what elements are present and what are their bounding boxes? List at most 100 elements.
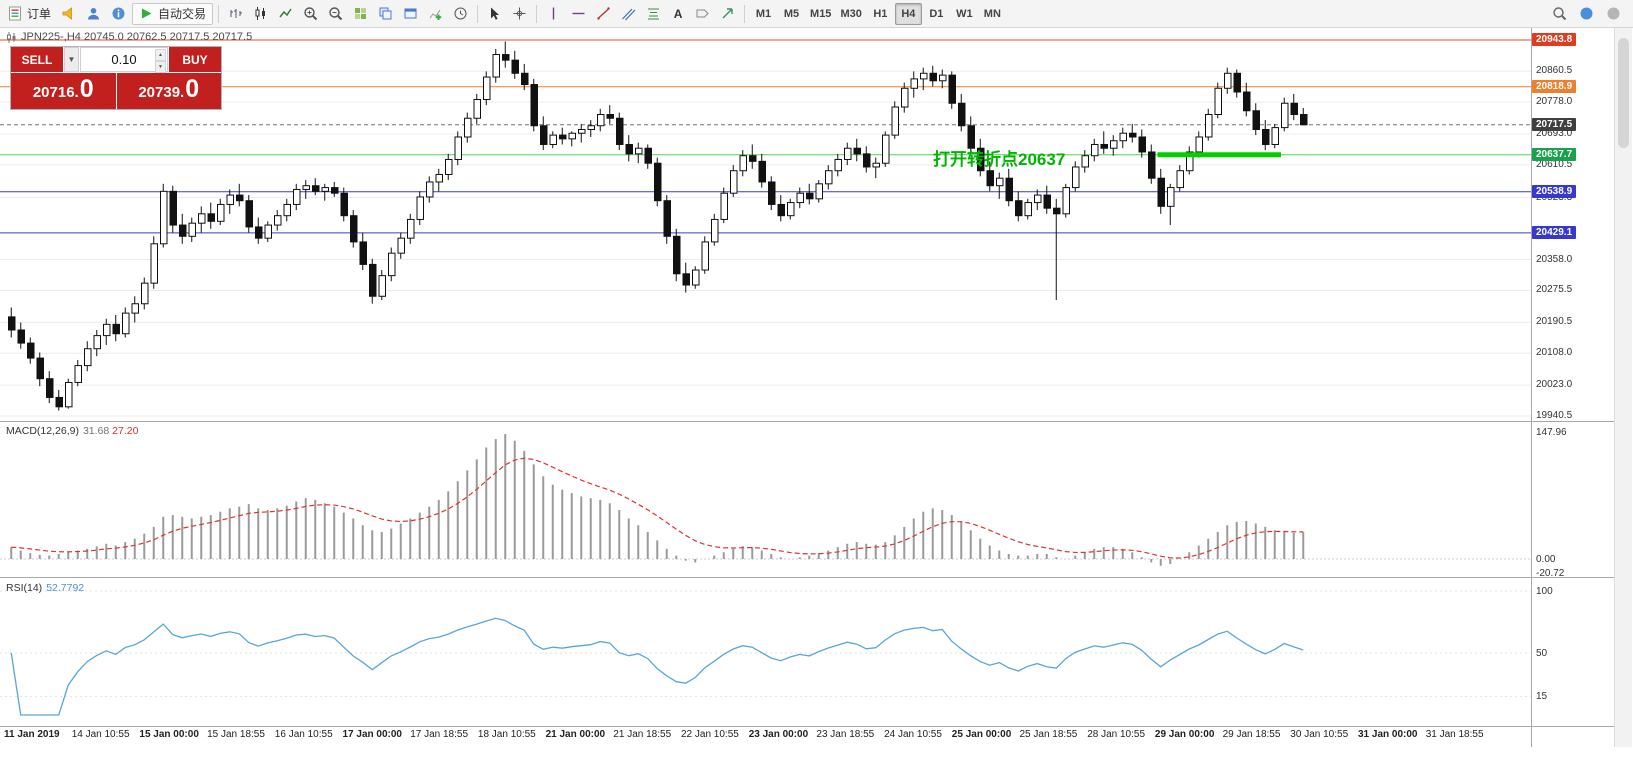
time-axis-label: 28 Jan 10:55 — [1087, 729, 1146, 740]
indicator-axis-label: 0.00 — [1536, 554, 1556, 565]
price-axis-label: 20275.5 — [1536, 284, 1573, 296]
new-order-icon — [9, 6, 21, 21]
search-button[interactable] — [1548, 3, 1571, 25]
time-axis-label: 22 Jan 10:55 — [681, 729, 739, 740]
horizontal-line-tool-button[interactable] — [567, 3, 590, 25]
volume-dropdown[interactable]: ▼ — [64, 47, 79, 72]
toolbar: 订单 自动交易 A M1 M5 M15 M30 H1 H4 D1 W1 MN — [0, 0, 1633, 28]
zoom-in-button[interactable] — [299, 3, 322, 25]
toolbar-separator — [536, 4, 538, 23]
megaphone-icon — [62, 7, 72, 20]
vertical-scrollbar[interactable] — [1614, 28, 1632, 747]
new-order-label: 订单 — [27, 7, 52, 21]
text-tool-button[interactable]: A — [667, 3, 689, 25]
window-list-button[interactable] — [399, 3, 422, 25]
volume-value: 0.10 — [111, 52, 137, 67]
crosshair-tool-button[interactable] — [508, 3, 531, 25]
autotrading-button[interactable]: 自动交易 — [132, 2, 214, 25]
bar-chart-button[interactable] — [224, 3, 247, 25]
time-axis-label: 21 Jan 00:00 — [545, 729, 606, 740]
channel-tool-button[interactable] — [617, 3, 640, 25]
price-chart[interactable] — [0, 28, 1531, 421]
buy-price[interactable]: 20739. 0 — [116, 73, 221, 109]
timeframe-D1[interactable]: D1 — [929, 7, 944, 20]
timeframe-H4[interactable]: H4 — [894, 2, 922, 25]
pane-splitter[interactable] — [0, 726, 1631, 727]
timeframe-M30[interactable]: M30 — [840, 7, 862, 20]
macd-signal-line — [11, 457, 1304, 559]
timeframe-M15[interactable]: M15 — [810, 7, 832, 20]
chart-window: JPN225-,H4 20745.0 20762.5 20717.5 20717… — [0, 28, 1633, 777]
fibonacci-tool-button[interactable] — [642, 3, 665, 25]
indicator-axis-label: 50 — [1536, 648, 1548, 659]
scrollbar-thumb[interactable] — [1618, 38, 1629, 148]
one-click-trading-panel: SELL ▼ 0.10 ▲ ▼ BUY 20716. 0 20739. 0 — [10, 46, 222, 110]
candlestick-chart-button[interactable] — [249, 3, 272, 25]
line-chart-button[interactable] — [274, 3, 297, 25]
time-axis-label: 23 Jan 00:00 — [748, 729, 809, 740]
sell-price[interactable]: 20716. 0 — [11, 73, 116, 109]
zoom-out-button[interactable] — [324, 3, 347, 25]
label-tool-button[interactable] — [691, 3, 714, 25]
timeframe-M5[interactable]: M5 — [783, 7, 800, 20]
toolbar-separator — [744, 4, 746, 23]
price-axis-label: 20693.0 — [1536, 127, 1573, 139]
info-icon — [112, 7, 125, 20]
arrow-icon — [722, 8, 733, 19]
horizontal-line-icon — [572, 12, 585, 15]
timeframe-W1[interactable]: W1 — [956, 7, 973, 20]
time-axis-label: 25 Jan 00:00 — [951, 729, 1012, 740]
pane-splitter[interactable] — [0, 421, 1631, 422]
time-axis-label: 30 Jan 10:55 — [1290, 729, 1349, 740]
price-axis-label: 20538.9 — [1532, 184, 1577, 198]
zoom-in-icon — [304, 7, 318, 21]
trendline-icon — [597, 7, 610, 20]
cursor-tool-button[interactable] — [483, 3, 506, 25]
indicator-axis-label: -20.72 — [1536, 568, 1565, 579]
zoom-out-icon — [329, 7, 343, 21]
volume-input[interactable]: 0.10 ▲ ▼ — [80, 47, 168, 73]
time-axis-label: 31 Jan 18:55 — [1425, 729, 1484, 740]
gray-circle-icon — [1607, 7, 1620, 20]
rsi-pane[interactable] — [0, 578, 1531, 726]
buy-button[interactable]: BUY — [169, 47, 221, 72]
new-order-button[interactable]: 订单 — [4, 3, 55, 25]
cascade-windows-button[interactable] — [374, 3, 397, 25]
price-axis-label: 20778.0 — [1536, 96, 1573, 108]
price-axis-label: 20860.5 — [1536, 65, 1573, 77]
price-axis-label: 20358.0 — [1536, 253, 1573, 265]
add-indicator-button[interactable] — [424, 3, 447, 25]
label-icon — [696, 9, 709, 18]
trendline-tool-button[interactable] — [592, 3, 615, 25]
community-button[interactable] — [82, 3, 105, 25]
time-axis-label: 11 Jan 2019 — [4, 729, 60, 740]
price-axis-label: 20717.5 — [1532, 117, 1577, 131]
help-button[interactable] — [107, 3, 130, 25]
broadcast-button[interactable] — [57, 3, 80, 25]
connection-status-button[interactable] — [1602, 3, 1625, 25]
volume-down-button[interactable]: ▼ — [155, 61, 166, 73]
pane-splitter[interactable] — [0, 577, 1631, 578]
vertical-line-tool-button[interactable] — [542, 3, 565, 25]
volume-spinner: ▲ ▼ — [155, 49, 166, 73]
timeframe-MN[interactable]: MN — [983, 7, 1001, 20]
volume-up-button[interactable]: ▲ — [155, 49, 166, 61]
bar-chart-icon — [230, 9, 243, 18]
period-button[interactable] — [449, 3, 472, 25]
account-status-button[interactable] — [1575, 3, 1598, 25]
toolbar-separator — [218, 4, 220, 23]
chart-caption-icon — [7, 31, 16, 43]
macd-pane[interactable] — [0, 422, 1531, 577]
time-axis-label: 29 Jan 18:55 — [1222, 729, 1281, 740]
channel-icon — [622, 8, 636, 21]
text-tool-icon: A — [673, 6, 683, 21]
sell-button[interactable]: SELL — [11, 47, 63, 72]
tile-windows-button[interactable] — [349, 3, 372, 25]
indicator-axis-label: 15 — [1536, 691, 1548, 702]
arrows-tool-button[interactable] — [716, 3, 739, 25]
price-axis-label: 20108.0 — [1536, 347, 1573, 359]
timeframe-H1[interactable]: H1 — [873, 7, 888, 20]
timeframe-M1[interactable]: M1 — [755, 7, 772, 20]
price-axis-label: 20637.7 — [1532, 147, 1577, 161]
user-icon — [88, 8, 100, 20]
